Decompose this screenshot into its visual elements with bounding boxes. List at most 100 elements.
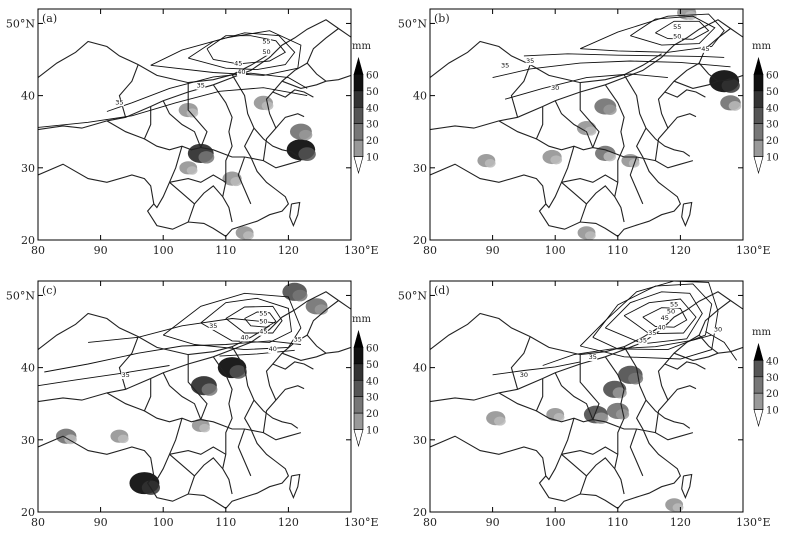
boundary-line [262, 385, 305, 433]
colorbar-label: 60 [366, 70, 379, 81]
colorbar-label: 50 [366, 360, 379, 371]
contour-label: 35 [121, 371, 129, 379]
contour-line [504, 73, 668, 100]
contour-label-bg [258, 319, 268, 326]
contour-line [580, 13, 725, 53]
precip-area-2-edge [593, 412, 609, 424]
lon-tick-label: 130°E [344, 244, 379, 257]
boundary-line [281, 80, 327, 89]
contour-label-bg [700, 46, 710, 53]
lon-tick-label: 90 [486, 244, 500, 257]
boundary-line [654, 113, 697, 161]
lon-tick-label: 100 [153, 244, 174, 257]
contour-line [604, 291, 703, 345]
boundary-line [162, 100, 202, 148]
map-frame [37, 280, 352, 513]
boundary-line [162, 372, 202, 420]
precip-area-7-edge [243, 231, 254, 240]
contour-label: 30 [520, 371, 528, 379]
contour-line [492, 361, 581, 376]
contour-label: 35 [197, 82, 205, 90]
boundary-line [617, 399, 682, 509]
contour-label-bg [657, 324, 667, 332]
lon-tick-label: 120 [278, 244, 299, 257]
lon-tick-label: 130°E [344, 516, 379, 529]
lon-tick-label: 80 [423, 516, 437, 529]
colorbar-label: 20 [766, 389, 779, 400]
colorbar-top-arrow [753, 56, 764, 75]
boundary-line [498, 392, 537, 412]
lat-tick-label: 50°N [6, 289, 35, 302]
map-content: 55 50 45 35 35 30 [430, 9, 743, 240]
colorbar-label: 50 [766, 87, 779, 98]
boundary-line [281, 352, 327, 361]
boundary-line [106, 120, 145, 140]
colorbar-label: 30 [766, 120, 779, 131]
precip-area-0-edge [721, 78, 740, 93]
colorbar-segment [753, 106, 764, 125]
precip-area-0-edge [229, 365, 247, 379]
contour-label-bg [500, 62, 510, 70]
colorbar-segment [353, 139, 364, 157]
contour-line [492, 60, 731, 79]
boundary-line [262, 113, 305, 161]
precip-area-0-edge [628, 372, 644, 385]
contour-label-bg [121, 372, 131, 380]
contour-label: 55 [673, 23, 681, 31]
colorbar-segment [353, 90, 364, 108]
lon-tick-label: 90 [486, 516, 500, 529]
contour-label-bg [672, 24, 682, 32]
boundary-line [629, 156, 644, 205]
boundary-line [561, 446, 619, 455]
boundary-line [654, 385, 697, 433]
precip-area-1-edge [612, 387, 627, 399]
contour-label-bg [660, 315, 670, 322]
boundary-line [579, 457, 616, 495]
boundary-line [187, 457, 224, 495]
colorbar-segment [353, 347, 364, 365]
boundary-line [225, 399, 290, 509]
colorbar-segment [753, 74, 764, 92]
contour-line [225, 305, 283, 334]
colorbar: mm 60 50 40 30 20 10 [752, 41, 779, 175]
precip-area-1-edge [728, 101, 742, 111]
boundary-line [510, 336, 531, 390]
lon-tick-label: 110 [215, 516, 236, 529]
lon-tick-label: 80 [423, 244, 437, 257]
contour-label-bg [293, 337, 303, 344]
boundary-line [681, 201, 693, 228]
lat-tick-label: 20 [21, 506, 35, 519]
boundary-line [579, 354, 600, 420]
colorbar-unit: mm [752, 41, 771, 52]
precip-area-4-edge [230, 176, 243, 187]
contour-label-bg [261, 49, 271, 56]
lat-tick-label: 50°N [398, 17, 427, 30]
precip-area-5-edge [186, 166, 198, 175]
colorbar-segment [753, 123, 764, 141]
boundary-line [604, 356, 625, 495]
boundary-line [545, 418, 575, 481]
colorbar-label: 20 [366, 136, 379, 147]
colorbar: mm 60 50 40 30 20 10 [352, 41, 379, 175]
colorbar-label: 10 [366, 153, 379, 164]
lon-tick-label: 80 [31, 244, 45, 257]
boundary-line [306, 300, 339, 336]
contour-label: 35 [501, 61, 509, 69]
lat-tick-label: 50°N [6, 17, 35, 30]
lat-tick-label: 50°N [398, 289, 427, 302]
boundary-line [169, 446, 227, 455]
boundary-line [169, 174, 227, 183]
lon-tick-label: 130°E [736, 516, 771, 529]
boundary-line [153, 146, 183, 209]
lon-tick-label: 130°E [736, 244, 771, 257]
lat-tick-label: 20 [413, 506, 427, 519]
lat-tick-label: 30 [413, 162, 427, 175]
boundary-line [212, 356, 233, 495]
contour-label-bg [236, 69, 246, 76]
boundary-line [498, 120, 537, 140]
map-frame [429, 8, 744, 241]
contour-label: 30 [551, 84, 559, 92]
boundary-line [657, 89, 706, 129]
colorbar-bottom-arrow [353, 429, 364, 448]
